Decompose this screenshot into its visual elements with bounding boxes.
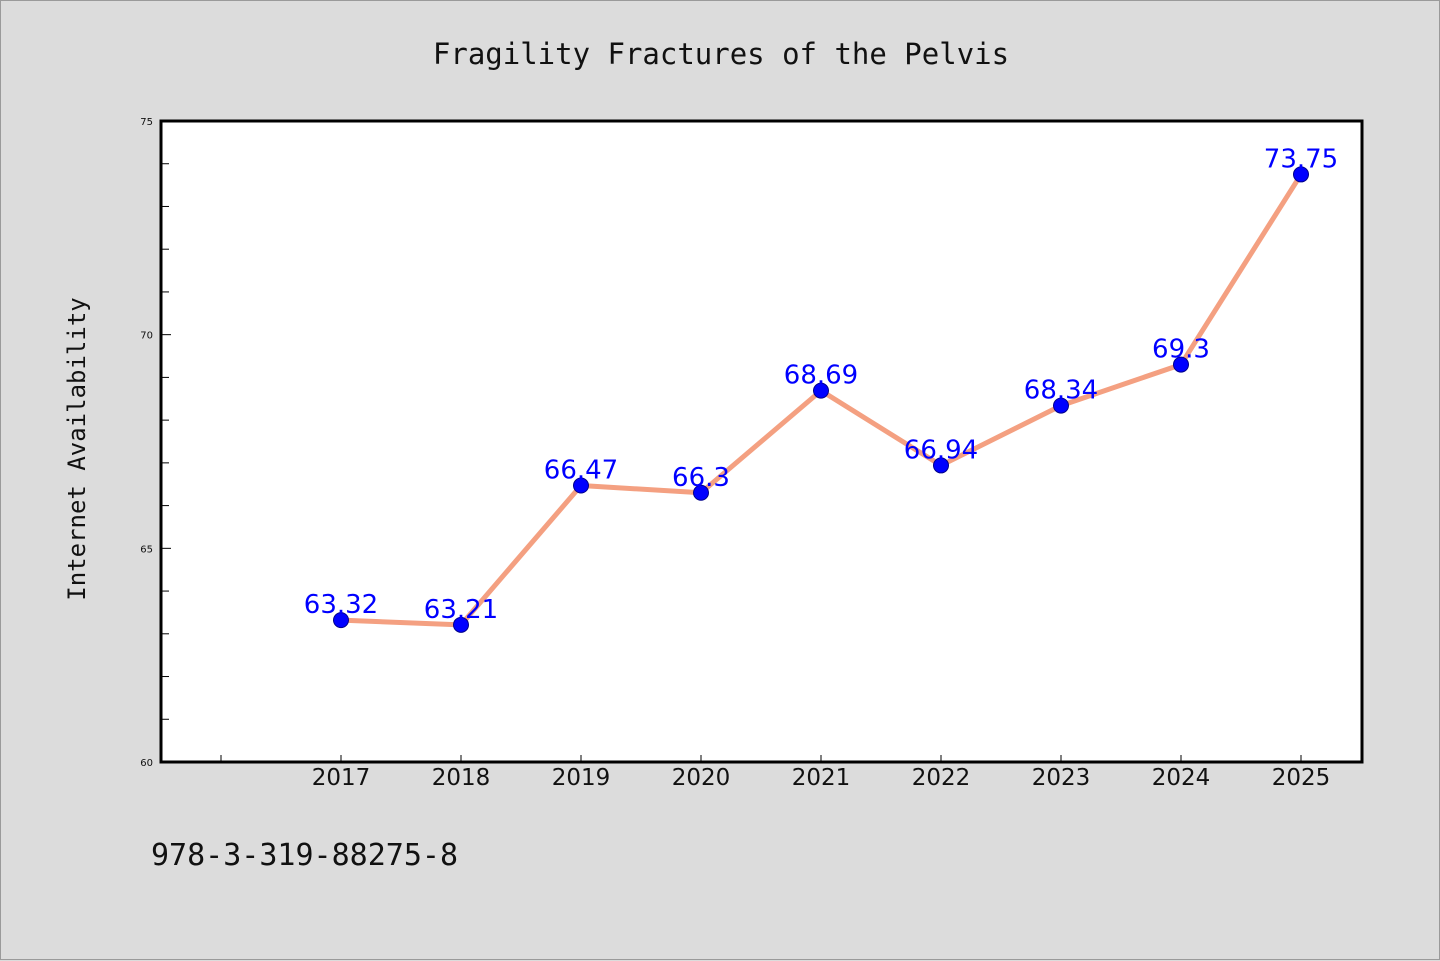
- data-point: [453, 616, 469, 633]
- data-point: [1293, 166, 1309, 183]
- data-label: 73.75: [1264, 144, 1338, 174]
- x-tick-label: 2021: [792, 765, 851, 791]
- x-tick-label: 2022: [912, 765, 971, 791]
- data-label: 69.3: [1152, 335, 1210, 365]
- data-label: 66.3: [672, 463, 730, 493]
- data-labels: 63.32 63.21 66.47 66.3 68.69 66.94 68.34 69.3 73…: [304, 144, 1338, 624]
- y-tick-label: 75: [140, 117, 153, 128]
- x-tick-label: 2024: [1152, 765, 1211, 791]
- footer-isbn: 978-3-319-88275-8: [151, 838, 458, 873]
- data-point: [933, 457, 949, 474]
- data-label: 66.94: [904, 435, 978, 465]
- y-tick-label: 60: [140, 758, 153, 769]
- data-label: 68.34: [1024, 376, 1098, 406]
- x-tick-label: 2023: [1032, 765, 1091, 791]
- y-tick-label: 65: [140, 544, 153, 555]
- data-point: [573, 477, 589, 494]
- data-point: [1173, 356, 1189, 373]
- data-point: [333, 612, 349, 629]
- data-point: [813, 382, 829, 399]
- data-label: 68.69: [784, 361, 858, 391]
- x-tick-label: 2019: [552, 765, 611, 791]
- data-label: 63.21: [424, 595, 498, 625]
- x-tick-label: 2025: [1272, 765, 1331, 791]
- y-axis-label: Internet Availability: [63, 297, 91, 600]
- x-tick-label: 2018: [432, 765, 491, 791]
- chart-title: Fragility Fractures of the Pelvis: [433, 37, 1009, 71]
- y-tick-label: 70: [140, 331, 153, 342]
- data-point: [1053, 397, 1069, 414]
- x-axis-ticks: 2017 2018 2019 2020 2021 2022 2023 2024 2025: [220, 755, 1331, 791]
- x-tick-label: 2017: [312, 765, 371, 791]
- x-tick-label: 2020: [672, 765, 731, 791]
- data-points: [333, 166, 1309, 633]
- data-point: [693, 484, 709, 501]
- data-label: 66.47: [544, 456, 618, 486]
- y-axis-ticks: 60 65 70 75: [140, 117, 171, 769]
- data-label: 63.32: [304, 590, 378, 620]
